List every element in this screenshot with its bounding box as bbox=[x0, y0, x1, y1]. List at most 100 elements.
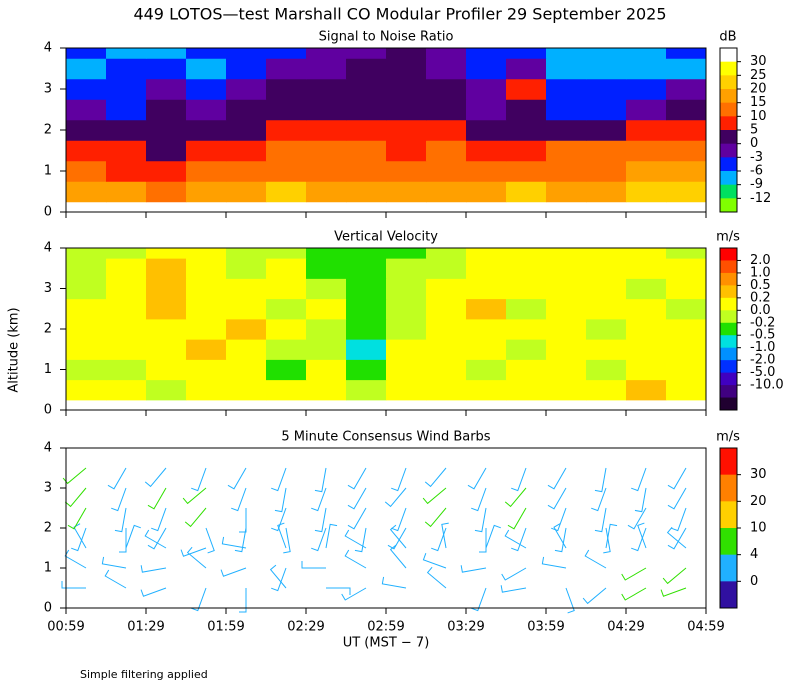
wind-barb bbox=[667, 527, 687, 550]
heat-cell bbox=[426, 160, 467, 182]
heat-cell bbox=[386, 339, 427, 360]
heat-cell bbox=[626, 258, 667, 279]
colorbar-band bbox=[720, 448, 737, 476]
colorbar-label: 5 bbox=[750, 123, 758, 138]
colorbar-label: -2.0 bbox=[750, 353, 775, 368]
y-tick-label: 0 bbox=[44, 601, 52, 616]
wind-barb bbox=[234, 527, 247, 553]
heat-cell bbox=[66, 278, 107, 300]
heat-cell bbox=[546, 99, 587, 121]
wind-barb bbox=[184, 507, 207, 528]
colorbar-band bbox=[720, 198, 737, 213]
colorbar-label: 30 bbox=[750, 54, 767, 69]
heat-cell bbox=[226, 359, 267, 381]
panel-title: 5 Minute Consensus Wind Barbs bbox=[281, 430, 490, 445]
wind-barb bbox=[326, 587, 351, 595]
colorbar-label: -0.5 bbox=[750, 328, 775, 343]
heat-cell bbox=[146, 258, 187, 279]
heat-cell bbox=[186, 181, 227, 203]
heat-cell bbox=[626, 359, 667, 381]
heat-cell bbox=[506, 58, 547, 80]
heat-cell bbox=[546, 119, 587, 141]
wind-barb bbox=[547, 487, 567, 510]
heat-cell bbox=[426, 248, 467, 259]
heat-cell bbox=[506, 339, 547, 360]
heat-cell bbox=[546, 258, 587, 279]
heat-cell bbox=[146, 78, 187, 100]
colorbar-band bbox=[720, 397, 737, 411]
heat-cell bbox=[426, 359, 467, 381]
heat-cell bbox=[306, 318, 347, 340]
x-tick-label: 04:29 bbox=[607, 620, 644, 635]
heat-cell bbox=[146, 379, 187, 401]
heat-cell bbox=[346, 140, 387, 162]
heat-cell bbox=[386, 248, 427, 259]
colorbar-label: 0.2 bbox=[750, 290, 771, 305]
wind-barb bbox=[389, 544, 407, 569]
colorbar-label: 2.0 bbox=[750, 253, 771, 268]
wind-barb bbox=[627, 507, 647, 530]
wind-barb bbox=[631, 467, 647, 492]
heat-cell bbox=[346, 298, 387, 320]
wind-barb bbox=[504, 529, 527, 549]
heat-cell bbox=[66, 339, 107, 360]
heat-cell bbox=[226, 181, 267, 203]
heat-cell bbox=[66, 379, 107, 401]
heat-cell bbox=[626, 78, 667, 100]
heat-cell bbox=[466, 298, 507, 320]
colorbar-band bbox=[720, 322, 737, 336]
heat-cell bbox=[266, 248, 307, 259]
heat-cell bbox=[186, 379, 227, 401]
heat-cell bbox=[666, 359, 707, 381]
x-axis-label: UT (MST − 7) bbox=[343, 636, 430, 651]
heat-cell bbox=[666, 78, 707, 100]
colorbar-band bbox=[720, 143, 737, 158]
colorbar-label: 4 bbox=[750, 547, 758, 562]
heat-cell bbox=[226, 99, 267, 121]
heat-cell bbox=[466, 58, 507, 80]
wind-barb bbox=[554, 527, 567, 553]
heat-cell bbox=[146, 160, 187, 182]
heat-cell bbox=[186, 298, 227, 320]
heat-cell bbox=[386, 379, 427, 401]
heat-cell bbox=[186, 359, 227, 381]
heat-cell bbox=[546, 339, 587, 360]
heat-cell bbox=[106, 181, 147, 203]
y-tick-label: 1 bbox=[44, 164, 52, 179]
heat-cell bbox=[266, 359, 307, 381]
wind-barb bbox=[347, 487, 367, 510]
heat-cell bbox=[666, 248, 707, 259]
heat-cell bbox=[466, 48, 507, 59]
heat-cell bbox=[66, 78, 107, 100]
colorbar-label: -5.0 bbox=[750, 365, 775, 380]
colorbar-band bbox=[720, 474, 737, 502]
heat-cell bbox=[66, 258, 107, 279]
colorbar-label: 0 bbox=[750, 574, 758, 589]
x-tick-label: 03:59 bbox=[527, 620, 564, 635]
heat-cell bbox=[66, 248, 107, 259]
heat-cell bbox=[266, 181, 307, 203]
heat-cell bbox=[226, 258, 267, 279]
wind-barb bbox=[671, 507, 687, 532]
heat-cell bbox=[586, 248, 627, 259]
heat-cell bbox=[106, 258, 147, 279]
wind-barb bbox=[125, 524, 141, 549]
heat-cell bbox=[306, 258, 347, 279]
heat-cell bbox=[466, 339, 507, 360]
wind-barb bbox=[283, 527, 291, 554]
y-tick-label: 2 bbox=[44, 322, 52, 337]
panel-title: Vertical Velocity bbox=[334, 230, 438, 245]
colorbar-unit: m/s bbox=[716, 230, 740, 245]
heat-cell bbox=[506, 160, 547, 182]
wind-barb bbox=[387, 527, 407, 550]
wind-barb bbox=[507, 507, 527, 530]
heat-cell bbox=[386, 181, 427, 203]
heat-cell bbox=[546, 298, 587, 320]
heat-cell bbox=[506, 181, 547, 203]
wind-barb bbox=[301, 561, 326, 569]
x-tick-label: 01:59 bbox=[207, 620, 244, 635]
heat-cell bbox=[626, 58, 667, 80]
heat-cell bbox=[226, 339, 267, 360]
heat-cell bbox=[106, 379, 147, 401]
